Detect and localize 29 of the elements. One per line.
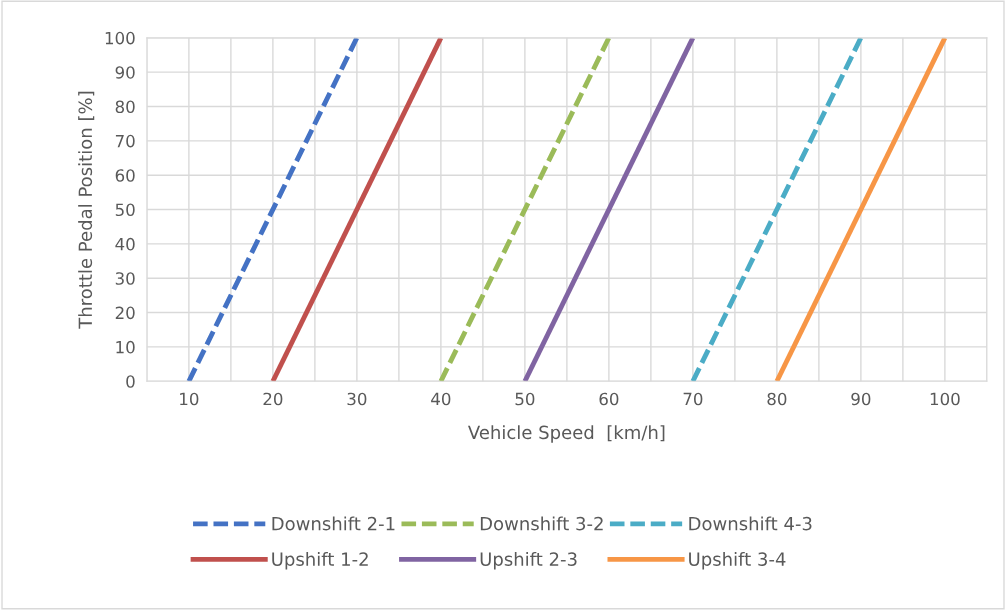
y-tick-label: 80: [115, 100, 135, 114]
legend-label: Downshift 4-3: [689, 516, 812, 531]
y-tick-label: 40: [115, 237, 135, 251]
x-tick-label: 80: [767, 392, 787, 406]
x-axis-title: Vehicle Speed [km/h]: [468, 425, 665, 443]
x-tick-label: 40: [431, 392, 451, 406]
y-tick-label: 0: [126, 375, 135, 388]
y-tick-label: 50: [115, 203, 135, 217]
y-axis-title: Throttle Pedal Position [%]: [78, 91, 95, 329]
x-tick-label: 20: [263, 392, 283, 406]
y-tick-label: 100: [105, 31, 135, 45]
x-tick-label: 70: [683, 392, 703, 406]
y-tick-label: 10: [116, 340, 135, 354]
y-tick-label: 70: [115, 134, 135, 148]
legend-label: Upshift 1-2: [272, 551, 368, 570]
x-tick-label: 50: [515, 392, 535, 406]
legend-label: Downshift 2-1: [272, 516, 395, 531]
legend-label: Upshift 2-3: [480, 551, 577, 570]
y-tick-label: 90: [115, 66, 135, 79]
y-tick-label: 20: [115, 306, 135, 320]
legend-label: Upshift 3-4: [689, 551, 786, 570]
x-tick-label: 30: [347, 392, 367, 406]
y-tick-label: 60: [115, 169, 135, 182]
x-tick-label: 100: [930, 392, 960, 406]
y-tick-label: 30: [115, 272, 135, 285]
x-tick-label: 60: [599, 392, 619, 406]
x-tick-label: 10: [180, 392, 199, 406]
x-tick-label: 90: [851, 392, 871, 406]
legend-label: Downshift 3-2: [480, 516, 603, 531]
